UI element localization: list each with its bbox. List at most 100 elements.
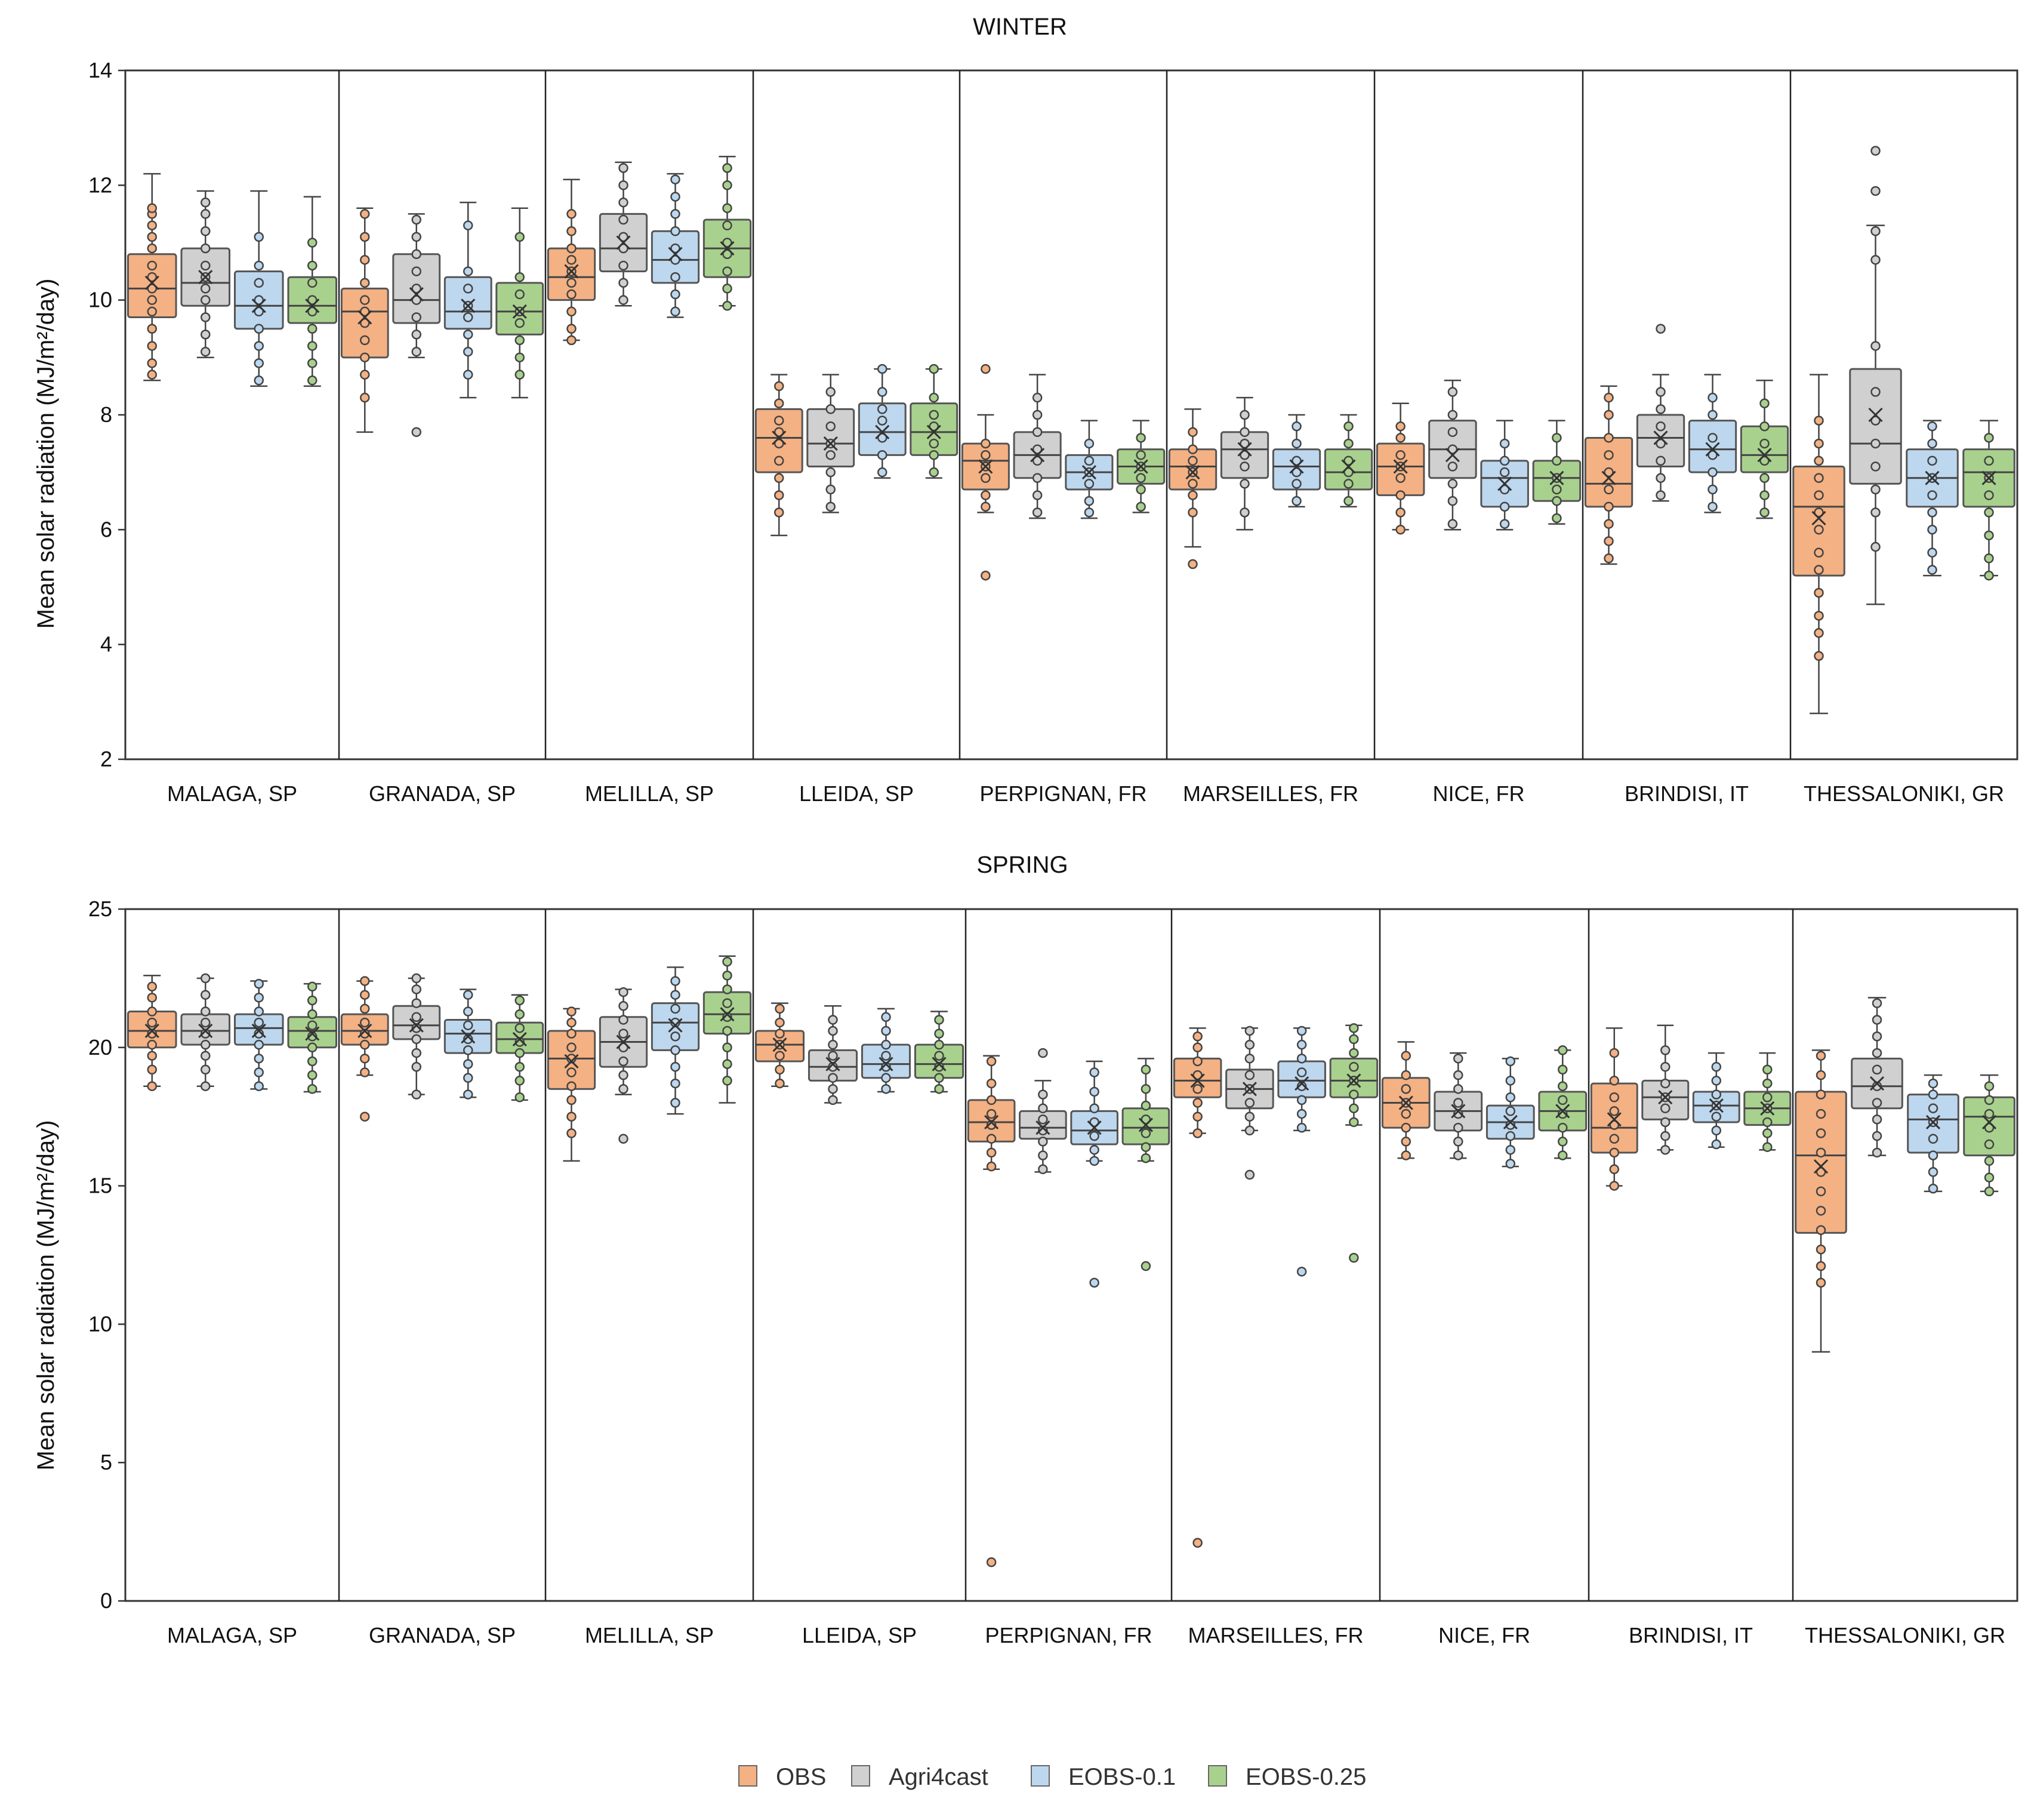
spring-category-label: PERPIGNAN, FR xyxy=(985,1623,1152,1647)
data-point xyxy=(201,1064,211,1075)
winter-box-nice-fr-eobs-0-25 xyxy=(1532,420,1582,525)
data-point xyxy=(722,220,732,230)
mean-marker xyxy=(616,235,631,250)
winter-box-melilla-sp-agri4cast xyxy=(599,161,648,307)
data-point xyxy=(1453,1084,1463,1094)
data-point xyxy=(254,358,264,368)
data-point xyxy=(514,995,525,1006)
data-point xyxy=(618,1070,628,1080)
winter-box-marseilles-fr-agri4cast xyxy=(1220,396,1269,531)
data-point xyxy=(1240,461,1250,472)
data-point xyxy=(1244,1054,1255,1064)
data-point xyxy=(1762,1092,1773,1103)
mean-marker xyxy=(1658,1090,1673,1105)
data-point xyxy=(1816,1089,1826,1100)
mean-marker xyxy=(1705,442,1720,457)
mean-marker xyxy=(198,1023,213,1039)
data-point xyxy=(670,243,680,254)
data-point xyxy=(881,1062,891,1072)
data-point xyxy=(1395,490,1406,500)
data-point xyxy=(929,467,939,478)
data-point xyxy=(1240,479,1250,489)
data-point xyxy=(722,266,732,276)
data-point xyxy=(307,358,318,368)
winter-category-label: BRINDISI, IT xyxy=(1625,781,1749,806)
mean-marker xyxy=(198,270,213,285)
data-point xyxy=(411,249,421,259)
data-point xyxy=(147,981,157,992)
winter-box-nice-fr-obs xyxy=(1376,402,1425,535)
data-point xyxy=(1447,427,1458,438)
data-point xyxy=(1192,1031,1203,1042)
data-point xyxy=(1927,455,1937,466)
mean-marker xyxy=(1398,1095,1413,1110)
data-point xyxy=(1816,1128,1826,1138)
data-point xyxy=(1814,473,1824,484)
data-point xyxy=(1032,427,1043,438)
data-point xyxy=(986,1108,997,1119)
data-point xyxy=(566,306,577,317)
data-point xyxy=(1870,146,1881,156)
data-point xyxy=(1872,1015,1882,1025)
mean-marker xyxy=(1601,470,1616,485)
data-point xyxy=(201,226,211,236)
winter-box-lleida-sp-obs xyxy=(754,374,803,537)
box-iqr xyxy=(1688,420,1737,473)
data-point xyxy=(934,1084,944,1094)
data-point xyxy=(1816,1225,1826,1236)
spring-box-granada-sp-obs xyxy=(340,976,389,1122)
spring-box-brindisi-it-agri4cast xyxy=(1641,1024,1690,1155)
data-point xyxy=(254,324,264,334)
data-point xyxy=(1609,1092,1619,1103)
data-point xyxy=(825,501,836,512)
data-point xyxy=(1927,421,1937,432)
data-point xyxy=(360,369,370,380)
data-point xyxy=(514,1092,525,1103)
data-point xyxy=(1759,398,1770,409)
data-point xyxy=(463,346,473,357)
data-point xyxy=(1192,1128,1203,1138)
data-point xyxy=(618,1134,628,1144)
data-point xyxy=(1447,387,1458,397)
mean-marker xyxy=(1133,459,1148,474)
mean-marker xyxy=(616,1034,631,1049)
data-point xyxy=(881,1039,891,1050)
data-point xyxy=(1928,1089,1938,1100)
data-point xyxy=(981,438,991,449)
data-point xyxy=(722,1012,732,1023)
box-iqr xyxy=(914,1043,964,1079)
data-point xyxy=(670,1062,680,1072)
data-point xyxy=(411,214,421,225)
data-point xyxy=(1395,507,1406,518)
spring-box-thessaloniki-gr-eobs-0-1 xyxy=(1907,1074,1959,1194)
data-point xyxy=(1927,525,1937,535)
data-point xyxy=(514,272,525,282)
data-point xyxy=(1141,1128,1151,1138)
data-point xyxy=(514,1009,525,1020)
data-point xyxy=(1927,438,1937,449)
data-point xyxy=(1656,438,1666,449)
data-point xyxy=(1814,628,1824,638)
data-point xyxy=(722,998,732,1008)
data-point xyxy=(877,415,887,426)
data-point xyxy=(618,180,628,190)
data-point xyxy=(1609,1120,1619,1130)
data-point xyxy=(1188,490,1198,500)
data-point xyxy=(1558,1108,1568,1119)
data-point xyxy=(566,209,577,219)
data-point xyxy=(775,1003,785,1014)
legend-swatch-eobs-0.1 xyxy=(1031,1765,1050,1787)
spring-box-melilla-sp-eobs-0-25 xyxy=(702,955,752,1104)
winter-box-thessaloniki-gr-eobs-0-1 xyxy=(1906,420,1959,577)
spring-box-granada-sp-eobs-0-25 xyxy=(495,994,544,1103)
spring-box-brindisi-it-obs xyxy=(1590,1027,1638,1191)
data-point xyxy=(1558,1045,1568,1055)
data-point xyxy=(775,1017,785,1028)
data-point xyxy=(1296,1095,1307,1105)
data-point xyxy=(775,1051,785,1061)
data-point xyxy=(411,346,421,357)
mean-marker xyxy=(978,459,993,474)
legend-label-agri4cast: Agri4cast xyxy=(889,1764,988,1790)
data-point xyxy=(514,1062,525,1072)
mean-marker xyxy=(1555,1104,1570,1119)
